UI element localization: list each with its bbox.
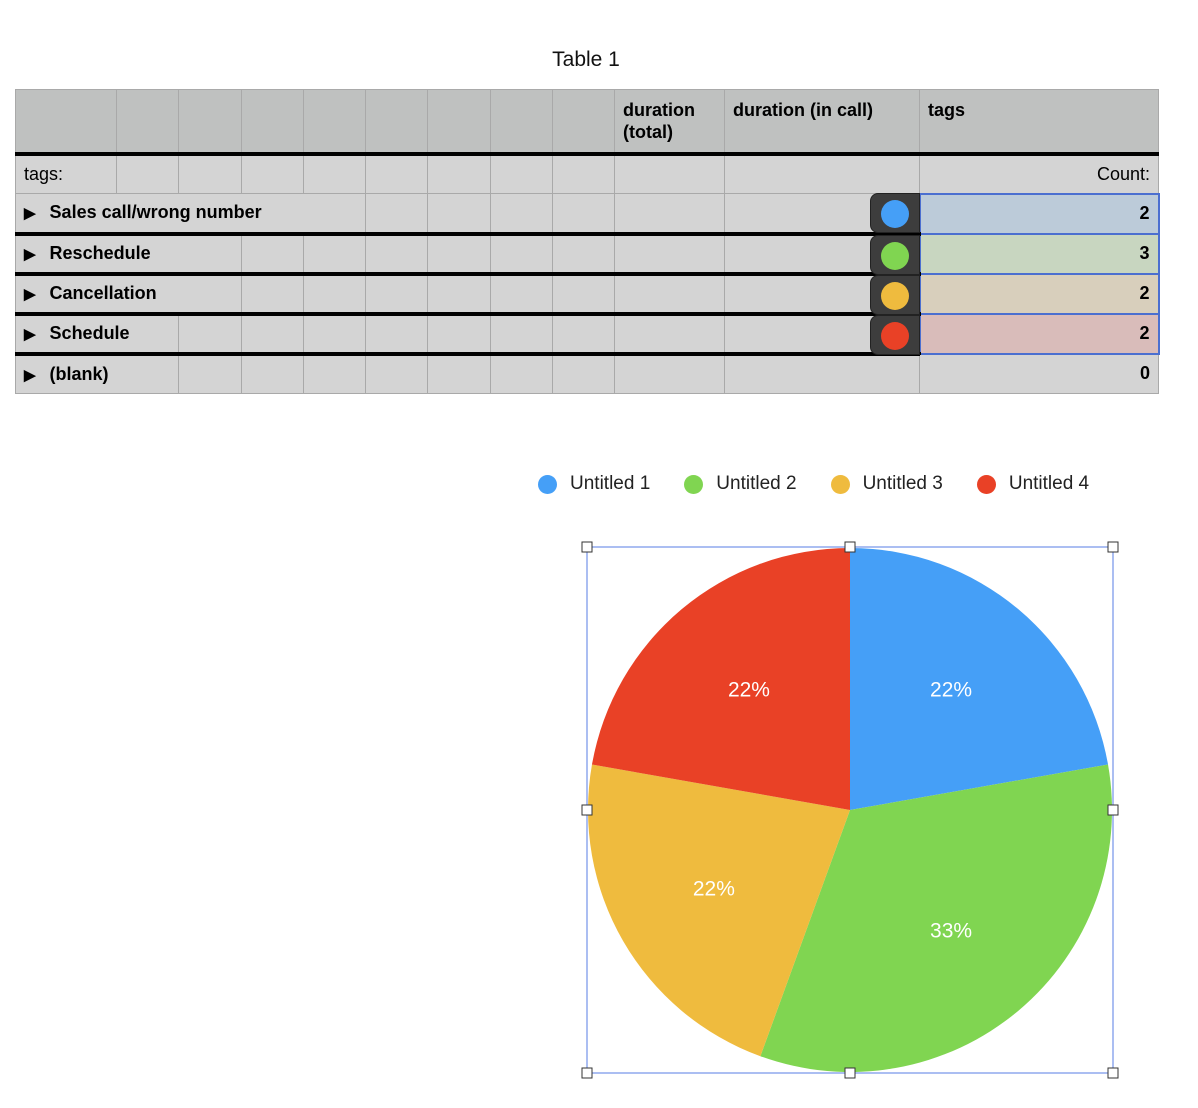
resize-handle[interactable] [581, 804, 593, 816]
slice-label: 22% [728, 679, 770, 702]
table-row: ▶ Schedule 2 [15, 312, 1160, 356]
count-cell[interactable]: 2 [918, 312, 1160, 355]
group-sales-call[interactable]: ▶ Sales call/wrong number [15, 193, 366, 236]
group-schedule[interactable]: ▶ Schedule [15, 313, 179, 356]
count-label[interactable]: Count: [919, 153, 1159, 194]
legend-item[interactable]: Untitled 1 [538, 473, 650, 495]
disclosure-triangle-icon[interactable]: ▶ [24, 366, 36, 384]
count-cell[interactable]: 2 [918, 272, 1160, 315]
legend-swatch-icon [976, 474, 996, 494]
summary-label[interactable]: tags: [15, 153, 117, 194]
group-blank[interactable]: ▶ (blank) [15, 353, 179, 394]
disclosure-triangle-icon[interactable]: ▶ [24, 286, 36, 303]
group-cancellation[interactable]: ▶ Cancellation [15, 273, 242, 316]
legend-item[interactable]: Untitled 4 [976, 473, 1090, 495]
pie-slice[interactable] [760, 764, 1112, 1072]
color-chip[interactable] [869, 314, 920, 355]
resize-handle[interactable] [1107, 804, 1119, 816]
table-row: ▶ Sales call/wrong number 2 [15, 192, 1160, 236]
resize-handle[interactable] [844, 541, 856, 553]
chart-legend: Untitled 1 Untitled 2 Untitled 3 Untitled 4 [538, 473, 1123, 495]
slice-label: 22% [693, 878, 735, 901]
pie-slice[interactable] [850, 548, 1109, 810]
legend-label: Untitled 2 [716, 473, 797, 494]
legend-item[interactable]: Untitled 3 [830, 473, 943, 495]
header-row: duration (total) duration (in call) tags [15, 89, 1159, 156]
resize-handle[interactable] [1107, 541, 1119, 553]
resize-handle[interactable] [844, 1067, 856, 1079]
resize-handle[interactable] [581, 1067, 593, 1079]
table-row: ▶ Reschedule 3 [15, 232, 1160, 276]
legend-swatch-icon [830, 474, 850, 494]
legend-label: Untitled 3 [862, 473, 943, 494]
pie-slice[interactable] [587, 764, 850, 1057]
legend-item[interactable]: Untitled 2 [684, 473, 797, 495]
count-cell[interactable]: 3 [918, 232, 1160, 275]
color-chip[interactable] [869, 274, 920, 315]
header-duration-in-call[interactable]: duration (in call) [724, 89, 920, 156]
table-row: ▶ (blank) 0 [15, 353, 1159, 394]
table-title: Table 1 [552, 48, 620, 71]
yellow-dot-icon [880, 281, 909, 310]
green-dot-icon [880, 241, 909, 270]
summary-row: tags: Count: [15, 153, 1159, 194]
color-chip[interactable] [869, 234, 920, 275]
color-chip[interactable] [869, 193, 920, 233]
count-cell[interactable]: 0 [919, 353, 1159, 394]
slice-label: 33% [930, 919, 972, 942]
red-dot-icon [880, 321, 909, 350]
table-row: ▶ Cancellation 2 [15, 272, 1160, 316]
legend-label: Untitled 1 [570, 473, 651, 494]
legend-label: Untitled 4 [1008, 473, 1090, 494]
count-cell[interactable]: 2 [918, 192, 1160, 235]
resize-handle[interactable] [1107, 1067, 1119, 1079]
header-duration-total[interactable]: duration (total) [614, 89, 725, 156]
pie-slice[interactable] [591, 548, 850, 810]
pivot-table[interactable]: duration (total) duration (in call) tags… [15, 89, 1160, 394]
disclosure-triangle-icon[interactable]: ▶ [24, 246, 36, 263]
disclosure-triangle-icon[interactable]: ▶ [24, 205, 36, 223]
slice-label: 22% [930, 679, 972, 702]
group-reschedule[interactable]: ▶ Reschedule [15, 233, 242, 276]
disclosure-triangle-icon[interactable]: ▶ [24, 326, 36, 343]
resize-handle[interactable] [581, 541, 593, 553]
legend-swatch-icon [538, 474, 557, 494]
legend-swatch-icon [684, 474, 704, 494]
blue-dot-icon [880, 200, 909, 228]
header-tags[interactable]: tags [919, 89, 1159, 156]
